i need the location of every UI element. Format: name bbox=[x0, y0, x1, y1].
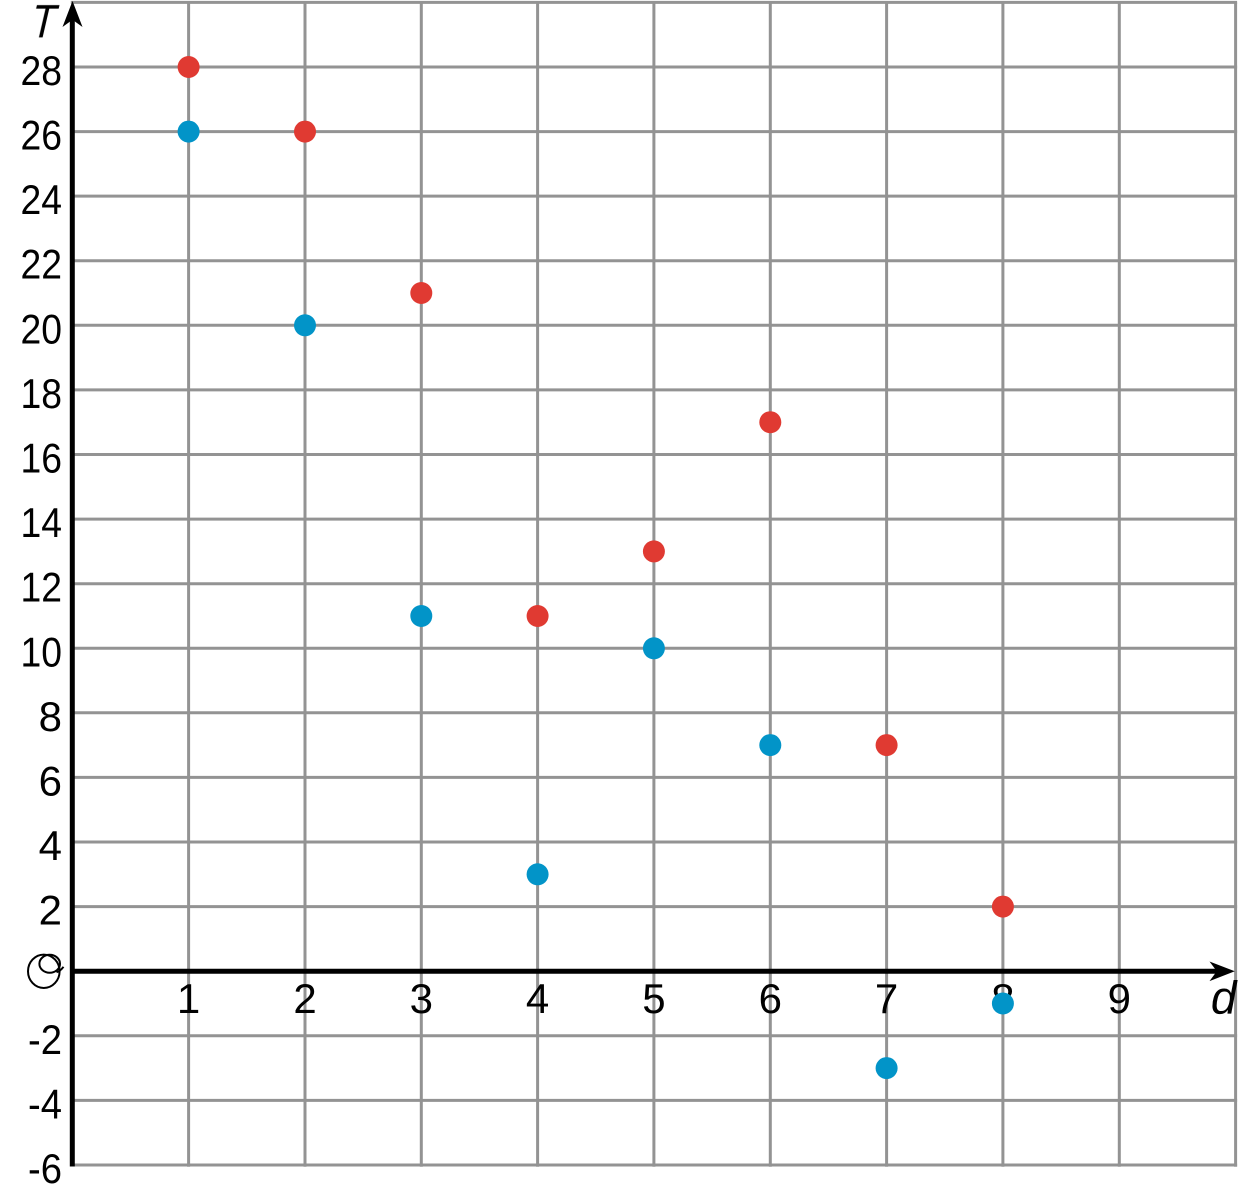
svg-text:16: 16 bbox=[21, 435, 63, 482]
svg-text:4: 4 bbox=[526, 975, 549, 1022]
svg-text:d: d bbox=[1211, 972, 1238, 1024]
svg-text:7: 7 bbox=[875, 975, 898, 1022]
svg-text:5: 5 bbox=[642, 975, 665, 1022]
svg-text:4: 4 bbox=[39, 822, 62, 869]
svg-text:3: 3 bbox=[410, 975, 433, 1022]
svg-text:14: 14 bbox=[21, 499, 63, 546]
svg-text:9: 9 bbox=[1108, 975, 1131, 1022]
svg-text:-4: -4 bbox=[28, 1080, 62, 1127]
svg-text:26: 26 bbox=[21, 112, 63, 159]
svg-text:28: 28 bbox=[21, 47, 63, 94]
svg-text:1: 1 bbox=[177, 975, 200, 1022]
svg-text:2: 2 bbox=[293, 975, 316, 1022]
svg-text:12: 12 bbox=[21, 564, 63, 611]
svg-text:20: 20 bbox=[21, 305, 63, 352]
svg-text:2: 2 bbox=[39, 887, 62, 934]
svg-text:24: 24 bbox=[21, 176, 63, 223]
svg-text:8: 8 bbox=[39, 693, 62, 740]
svg-text:6: 6 bbox=[39, 757, 62, 804]
svg-text:-6: -6 bbox=[28, 1145, 62, 1192]
svg-text:22: 22 bbox=[21, 241, 63, 288]
svg-text:18: 18 bbox=[21, 370, 63, 417]
svg-text:6: 6 bbox=[759, 975, 782, 1022]
svg-text:10: 10 bbox=[21, 628, 63, 675]
svg-text:-2: -2 bbox=[28, 1016, 62, 1063]
